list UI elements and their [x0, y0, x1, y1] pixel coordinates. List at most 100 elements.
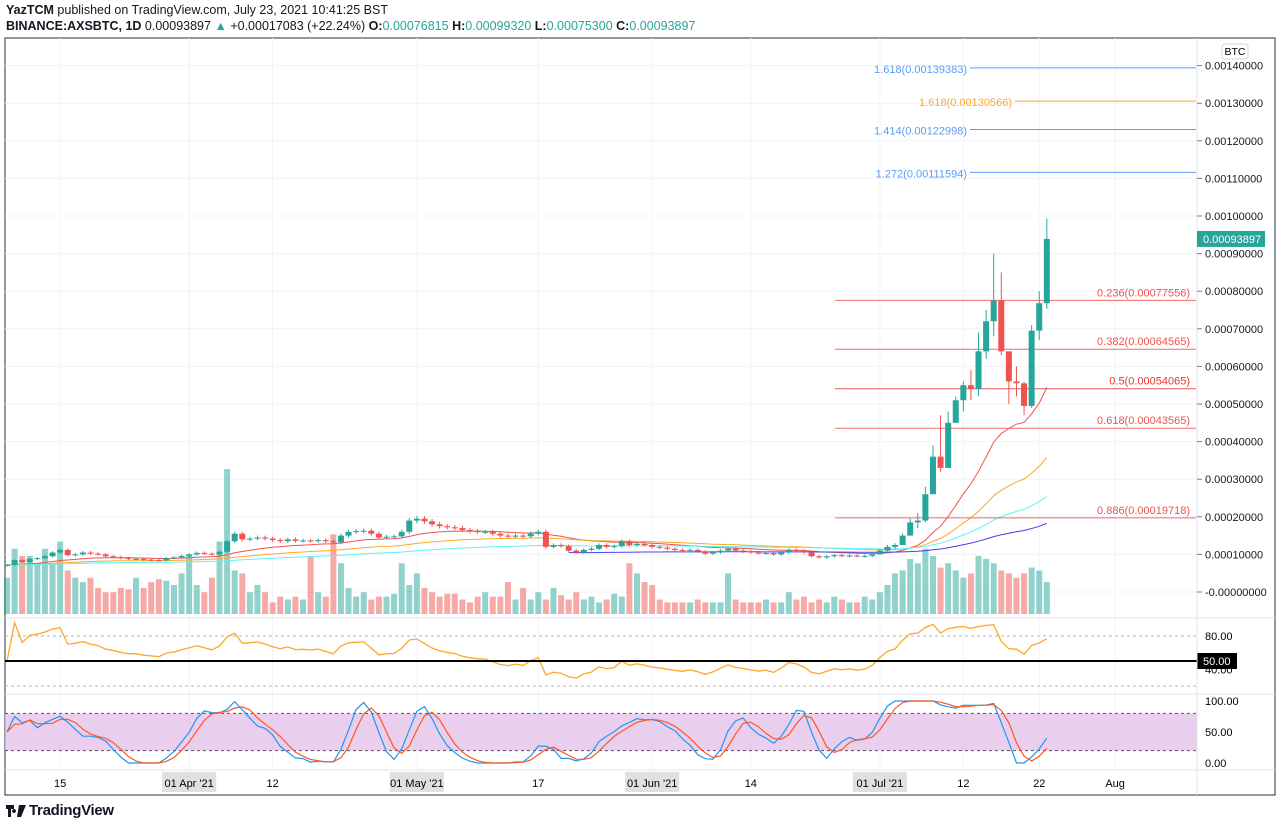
fib-level[interactable]: 0.618(0.00043565) [835, 415, 1196, 429]
volume-bar [110, 592, 117, 614]
candle [231, 531, 238, 544]
author-name[interactable]: YazTCM [6, 3, 54, 17]
price-tick-label: 0.00020000 [1205, 512, 1263, 524]
stoch-band-fill [5, 713, 1197, 751]
candle-body [747, 551, 754, 553]
candle-body [603, 545, 610, 547]
candle [34, 556, 41, 561]
symbol-info: BINANCE:AXSBTC, 1D 0.00093897 ▲ +0.00017… [6, 19, 695, 33]
ma-line-100 [6, 496, 1048, 566]
time-tick-label: 14 [745, 778, 757, 790]
candle-body [429, 521, 436, 525]
time-tick: Aug [1105, 778, 1125, 790]
volume-bar [550, 587, 557, 614]
candle-body [262, 537, 269, 539]
candle [406, 518, 413, 534]
volume-bar [315, 592, 322, 614]
volume-bar [542, 599, 549, 614]
fib-level[interactable]: 0.382(0.00064565) [835, 336, 1196, 350]
candle-body [1043, 238, 1050, 304]
candle [72, 553, 79, 557]
fib-level[interactable]: 1.414(0.00122998) [874, 126, 1196, 138]
candle-body [383, 536, 390, 538]
time-tick: 12 [957, 778, 969, 790]
fib-level[interactable]: 0.886(0.00019718) [835, 505, 1196, 519]
price-tick-label: -0.00000000 [1205, 587, 1267, 599]
volume-bar [1013, 577, 1020, 614]
time-tick-highlight [389, 772, 444, 792]
candle [892, 543, 899, 549]
fib-level[interactable]: 1.272(0.00111594) [876, 168, 1196, 180]
volume-bar [808, 602, 815, 614]
volume-bar [717, 602, 724, 614]
volume-bar [413, 573, 420, 614]
time-tick-label: 12 [267, 778, 279, 790]
candle-body [876, 550, 883, 555]
up-triangle-icon: ▲ [214, 19, 227, 33]
candle-body [269, 538, 276, 541]
candle [474, 528, 481, 534]
currency-label: BTC [1225, 46, 1246, 58]
candle [368, 528, 375, 536]
volume-bar [755, 602, 762, 614]
fib-levels[interactable]: 1.618(0.00139383) 1.618(0.00130566) 1.414(… [835, 64, 1196, 519]
candle [459, 525, 466, 533]
stoch-k-line [6, 700, 1048, 764]
candle [429, 518, 436, 527]
candle-body [998, 300, 1005, 352]
candle-body [406, 520, 413, 532]
volume-bar [307, 556, 314, 614]
fib-label: 0.382(0.00064565) [1097, 336, 1190, 348]
price-tick-label: 0.00140000 [1205, 61, 1263, 73]
fib-level[interactable]: 1.618(0.00130566) [919, 97, 1196, 109]
candle [800, 549, 807, 554]
candle-body [596, 545, 603, 549]
candle [216, 550, 223, 556]
candle [277, 538, 284, 544]
volume-bar [687, 602, 694, 614]
volume-bar [466, 602, 473, 614]
rsi-line [6, 620, 1048, 679]
candle-body [937, 456, 944, 468]
candle-body [72, 554, 79, 556]
volume-bar [186, 556, 193, 614]
price-axis[interactable]: 0.00140000 0.00130000 0.00120000 0.00110000… [1197, 43, 1267, 599]
volume-bar [1021, 573, 1028, 614]
volume-bar [292, 596, 299, 614]
candle [861, 554, 868, 558]
low-label: L: [534, 19, 547, 33]
time-axis[interactable]: 15 01 Apr '21 12 01 May '21 17 01 Jun '21 14 01… [5, 769, 1275, 792]
candle-body [337, 535, 344, 543]
volume-bar [4, 577, 10, 614]
candle-body [626, 541, 633, 545]
time-tick-label: 01 Jun '21 [627, 778, 677, 790]
volume-bar [580, 599, 587, 614]
time-tick-label: 01 May '21 [390, 778, 443, 790]
volume-bar [899, 570, 906, 614]
candle [808, 551, 815, 558]
tradingview-logo[interactable]: TradingView [6, 802, 114, 819]
candle [558, 543, 565, 548]
price-tick-label: 0.00110000 [1205, 173, 1262, 185]
volume-bar [800, 596, 807, 614]
volume-bar [459, 599, 466, 614]
candle [125, 556, 132, 561]
candle-body [1036, 303, 1043, 331]
volume-bar [155, 579, 162, 614]
fib-level[interactable]: 0.236(0.00077556) [835, 287, 1196, 301]
volume-bar [1043, 582, 1050, 614]
fib-level[interactable]: 0.5(0.00054065) [835, 376, 1196, 390]
volume-bar [269, 602, 276, 614]
time-tick: 22 [1033, 778, 1045, 790]
volume-bar [702, 602, 709, 614]
time-tick: 01 Apr '21 [162, 772, 217, 792]
volume-bar [1005, 573, 1012, 614]
volume-bar [884, 585, 891, 614]
volume-bar [421, 587, 428, 614]
open-label: O: [368, 19, 383, 33]
volume-bar [694, 599, 701, 614]
volume-bar [391, 593, 398, 614]
fib-level[interactable]: 1.618(0.00139383) [874, 64, 1196, 76]
volume-bar [57, 541, 64, 614]
